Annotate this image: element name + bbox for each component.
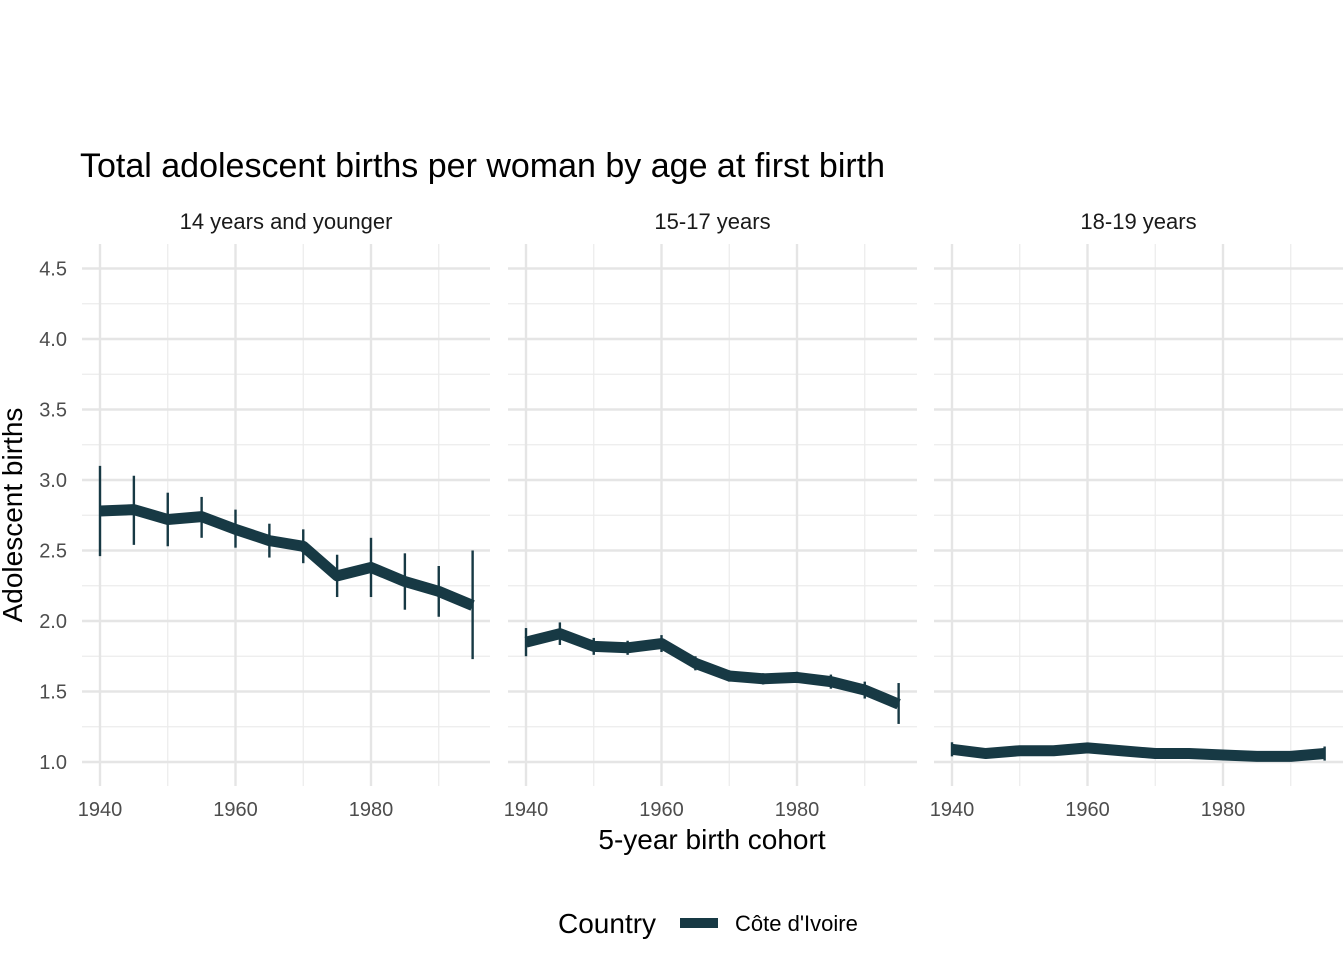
legend-key-cote-divoire: [680, 918, 718, 928]
facet-panel-2: 1940 1960 1980 15-17 years: [504, 209, 917, 821]
facet-panel-3: 1940 1960 1980 18-19 years: [930, 209, 1343, 821]
x-axis-title: 5-year birth cohort: [598, 824, 825, 855]
x-tick-label: 1960: [1065, 799, 1110, 821]
x-tick-label: 1940: [504, 799, 549, 821]
legend-title: Country: [558, 908, 656, 939]
chart-title: Total adolescent births per woman by age…: [80, 147, 885, 185]
x-tick-label: 1980: [775, 799, 820, 821]
y-axis-ticks: 1.0 1.5 2.0 2.5 3.0 3.5 4.0 4.5: [39, 259, 67, 775]
y-tick-label: 4.0: [39, 329, 67, 351]
y-tick-label: 2.5: [39, 541, 67, 563]
y-axis-title: Adolescent births: [0, 408, 28, 623]
x-tick-label: 1940: [78, 799, 123, 821]
y-tick-label: 3.5: [39, 400, 67, 422]
x-tick-label: 1940: [930, 799, 975, 821]
facet-strip-label: 15-17 years: [654, 209, 770, 234]
x-tick-label: 1980: [349, 799, 394, 821]
facet-strip-label: 14 years and younger: [180, 209, 393, 234]
y-tick-label: 2.0: [39, 611, 67, 633]
facet-strip-label: 18-19 years: [1080, 209, 1196, 234]
legend: Country Côte d'Ivoire: [558, 908, 858, 939]
series-line: [524, 628, 901, 710]
x-tick-label: 1980: [1201, 799, 1246, 821]
series-line: [99, 504, 475, 611]
legend-label-cote-divoire: Côte d'Ivoire: [735, 911, 858, 936]
series-group: [98, 465, 475, 660]
series-group: [950, 742, 1326, 762]
y-tick-label: 1.0: [39, 752, 67, 774]
series-line: [951, 742, 1326, 762]
facet-panel-1: 1940 1960 1980 14 years and younger: [78, 209, 490, 821]
y-tick-label: 3.0: [39, 470, 67, 492]
x-tick-label: 1960: [639, 799, 684, 821]
y-tick-label: 4.5: [39, 259, 67, 281]
facet-panels: 1940 1960 1980 14 years and younger 1940 1960…: [78, 209, 1343, 821]
y-tick-label: 1.5: [39, 682, 67, 704]
x-tick-label: 1960: [213, 799, 258, 821]
series-group: [524, 622, 901, 724]
